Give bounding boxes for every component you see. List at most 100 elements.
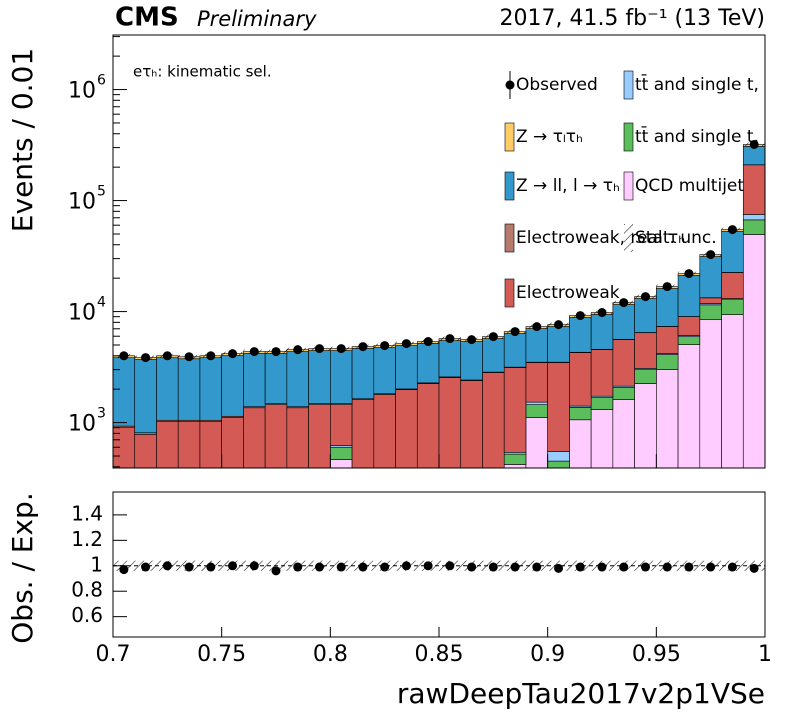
stack-bar — [395, 345, 418, 390]
x-axis-title: rawDeepTau2017v2p1VSe — [397, 677, 765, 710]
stack-bar — [243, 503, 265, 514]
observed-point — [706, 250, 716, 260]
stack-bar — [525, 328, 548, 363]
legend-label: Observed — [516, 75, 598, 95]
stack-bar — [156, 503, 178, 514]
ratio-point — [249, 561, 259, 571]
stack-bar — [374, 489, 396, 500]
ratio-point — [423, 561, 433, 571]
stack-bar — [199, 421, 222, 468]
observed-point — [554, 320, 564, 330]
stack-bar — [221, 417, 244, 468]
lumi-label: 2017, 41.5 fb⁻¹ (13 TeV) — [499, 6, 765, 31]
stack-bar — [612, 387, 635, 400]
ratio-point — [206, 562, 216, 572]
ratio-point — [380, 562, 390, 572]
y-tick-label: 10 — [68, 301, 96, 326]
observed-point — [532, 322, 542, 332]
stack-bar — [503, 453, 527, 465]
observed-point — [141, 353, 151, 363]
observed-point — [336, 344, 346, 354]
observed-point — [314, 344, 324, 354]
y-tick-label: 10 — [68, 79, 96, 104]
ratio-point — [184, 562, 194, 572]
x-tick-label: 0.7 — [96, 642, 131, 667]
y-tick-exponent: 4 — [97, 295, 106, 311]
stack-bar — [503, 333, 527, 368]
stack-bar — [634, 298, 657, 333]
legend-swatch — [504, 223, 515, 253]
ratio-point — [619, 562, 629, 572]
stack-bar — [373, 347, 396, 395]
x-tick-label: 1 — [758, 642, 772, 667]
stack-bar — [460, 341, 483, 381]
ratio-point — [293, 562, 303, 572]
stack-bar — [460, 380, 483, 468]
y-tick-label: 10 — [68, 412, 96, 437]
stack-bar — [612, 339, 635, 387]
stack-bar — [113, 503, 135, 514]
ratio-point — [467, 562, 477, 572]
ratio-y-tick-label: 1.4 — [71, 501, 103, 525]
stack-bar — [742, 146, 765, 166]
stack-bar — [503, 367, 527, 453]
stack-bar — [438, 377, 462, 468]
stack-bar — [503, 464, 527, 468]
ratio-y-axis-title: Obs. / Exp. — [6, 492, 39, 643]
ratio-point — [162, 561, 172, 571]
stack-bar — [547, 326, 570, 363]
ratio-point — [684, 562, 694, 572]
stack-bar — [351, 348, 375, 400]
stack-bar — [569, 317, 592, 353]
stack-bar — [482, 488, 504, 490]
legend-label: tt̄ and single t, real τₕ — [635, 73, 796, 95]
ratio-point — [640, 562, 650, 572]
legend-swatch — [623, 70, 634, 100]
x-tick-label: 0.95 — [632, 642, 681, 667]
ratio-point — [445, 561, 455, 571]
legend-label: QCD multijet — [635, 176, 744, 196]
stack-bar — [634, 383, 657, 468]
ratio-point — [706, 562, 716, 572]
observed-point — [662, 282, 672, 292]
observed-point — [510, 327, 520, 337]
stack-bar — [438, 340, 462, 378]
stack-bar — [351, 399, 375, 468]
stack-bar — [742, 234, 765, 468]
stack-bar — [135, 500, 157, 502]
legend-marker — [505, 80, 515, 90]
stack-bar — [222, 500, 244, 502]
stack-bar — [243, 500, 265, 502]
legend-swatch — [504, 171, 515, 201]
observed-point — [445, 334, 455, 344]
stack-bar — [330, 350, 353, 404]
stack-bar — [569, 352, 592, 407]
y-tick-label: 10 — [68, 190, 96, 215]
stack-bar — [352, 488, 374, 490]
stack-bar — [156, 500, 178, 502]
stack-bar — [221, 355, 244, 417]
stack-bar — [416, 343, 440, 384]
ratio-point — [401, 561, 411, 571]
stack-bar — [113, 500, 135, 502]
observed-point — [619, 298, 629, 308]
observed-point — [293, 345, 303, 355]
stack-bar — [134, 434, 157, 468]
ratio-plot — [113, 560, 765, 576]
legend-label: Stat. unc. — [635, 228, 717, 248]
stack-bar — [373, 394, 396, 468]
ratio-y-tick-label: 1.2 — [71, 527, 103, 551]
stack-bar — [113, 357, 136, 427]
stack-bar — [309, 500, 331, 502]
stack-bar — [330, 404, 353, 446]
stack-bar — [547, 362, 570, 452]
stack-bar — [482, 338, 505, 373]
ratio-point — [271, 566, 281, 576]
x-tick-label: 0.75 — [197, 642, 246, 667]
stack-bar — [416, 383, 440, 468]
legend: Observed tt̄ and single t, real τₕ Z → τₗτ… — [504, 70, 796, 308]
stack-bar — [699, 319, 722, 468]
stack-bar — [569, 407, 592, 421]
ratio-y-tick-label: 0.6 — [71, 603, 103, 627]
main-frame — [112, 34, 766, 469]
